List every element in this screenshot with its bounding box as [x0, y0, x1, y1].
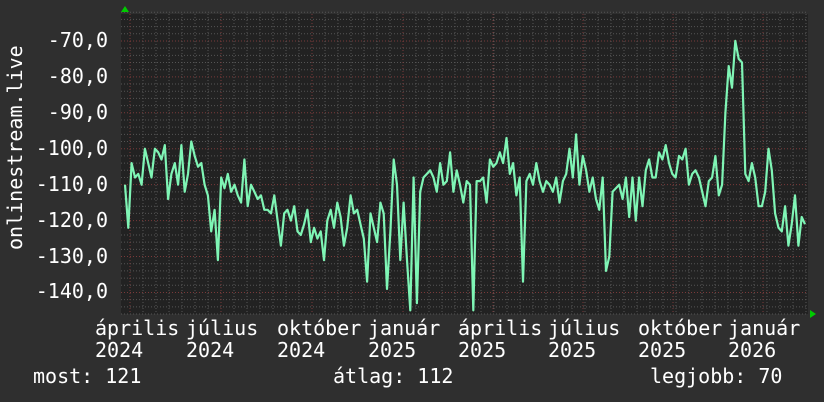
- x-tick-label: július 2024: [186, 316, 259, 362]
- y-tick-label: -110,0: [35, 171, 108, 196]
- y-tick-label: -80,0: [47, 63, 108, 88]
- x-tick-label: április 2025: [458, 316, 543, 362]
- series-line: [123, 39, 806, 312]
- y-tick-label: -70,0: [47, 27, 108, 52]
- x-axis-arrow-icon: [810, 310, 816, 318]
- y-tick-label: -140,0: [35, 279, 108, 304]
- plot-area: [121, 14, 808, 314]
- x-tick-label: január 2026: [728, 316, 801, 362]
- average-value: átlag: 112: [333, 364, 454, 388]
- y-tick-label: -90,0: [47, 99, 108, 124]
- y-axis-arrow-icon: [121, 6, 129, 12]
- current-value: most: 121: [33, 364, 142, 388]
- x-tick-label: január 2025: [368, 316, 441, 362]
- x-tick-label: október 2025: [638, 316, 723, 362]
- x-tick-label: július 2025: [548, 316, 621, 362]
- y-tick-label: -120,0: [35, 207, 108, 232]
- x-tick-label: április 2024: [95, 316, 180, 362]
- grid: [121, 11, 808, 315]
- y-tick-label: -100,0: [35, 135, 108, 160]
- y-axis-title: onlinestream.live: [3, 45, 27, 250]
- y-tick-label: -130,0: [35, 243, 108, 268]
- x-tick-label: október 2024: [277, 316, 362, 362]
- best-value: legjobb: 70: [650, 364, 783, 388]
